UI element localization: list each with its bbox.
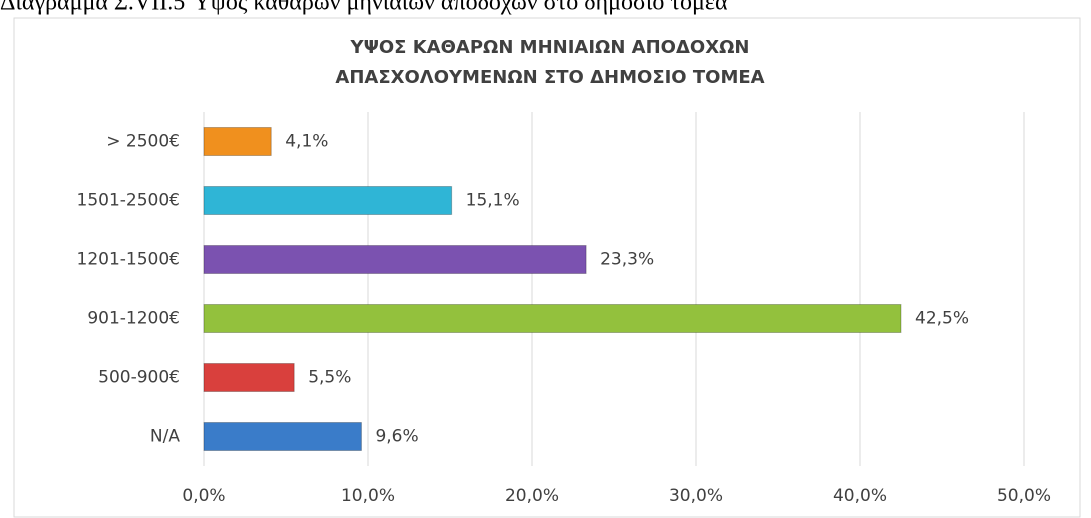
value-label: 42,5% [915,309,969,329]
y-tick-label: N/A [150,427,180,447]
bar [203,304,902,333]
y-tick-label: 1501-2500€ [77,191,180,211]
bar [203,186,453,215]
x-tick-label: 40,0% [833,486,887,506]
value-label: 15,1% [466,191,520,211]
x-tick-label: 10,0% [341,486,395,506]
x-tick-label: 30,0% [669,486,723,506]
chart-title: ΥΨΟΣ ΚΑΘΑΡΩΝ ΜΗΝΙΑΙΩΝ ΑΠΟΔΟΧΩΝ [350,37,750,58]
bar [203,363,295,392]
y-tick-label: 1201-1500€ [77,250,180,270]
y-tick-label: > 2500€ [106,132,180,152]
x-tick-label: 20,0% [505,486,559,506]
value-label: 4,1% [285,132,328,152]
value-label: 9,6% [375,427,418,447]
bar [203,127,272,156]
x-tick-label: 50,0% [997,486,1051,506]
bar [203,422,362,451]
value-label: 5,5% [308,368,351,388]
y-tick-label: 500-900€ [98,368,180,388]
chart-title: ΑΠΑΣΧΟΛΟΥΜΕΝΩΝ ΣΤΟ ΔΗΜΟΣΙΟ ΤΟΜΕΑ [335,67,764,88]
value-label: 23,3% [600,250,654,270]
y-tick-label: 901-1200€ [87,309,180,329]
caption: Διάγραμμα Σ.VII.5 Ύψος καθαρών μηνιαίων … [0,0,728,16]
bar [203,245,587,274]
x-tick-label: 0,0% [182,486,225,506]
